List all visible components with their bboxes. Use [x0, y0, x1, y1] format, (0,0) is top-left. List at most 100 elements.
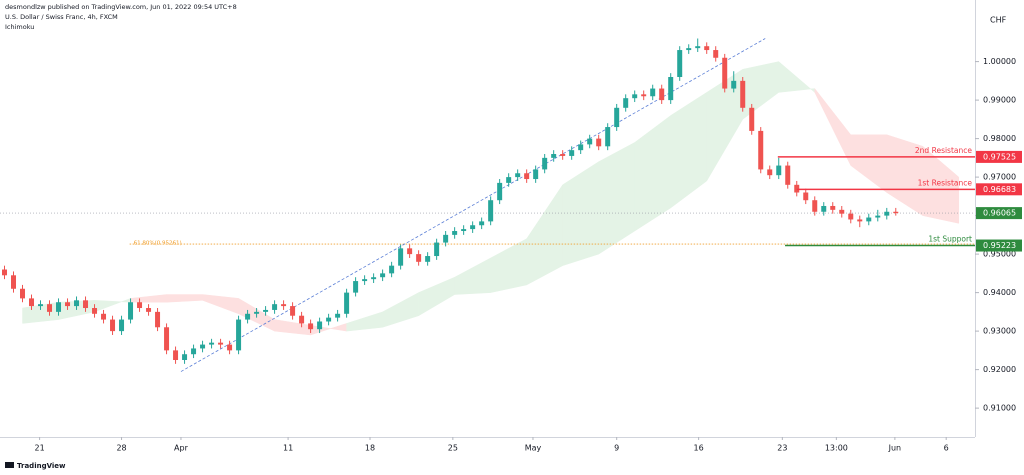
candle-body: [605, 127, 611, 147]
x-tick-label: 25: [448, 444, 458, 453]
candle-body: [452, 231, 458, 235]
candle-body: [686, 48, 692, 51]
candle-body: [893, 211, 899, 214]
candle-body: [236, 319, 242, 351]
publisher: desmondlzw published on TradingView.com,…: [5, 3, 237, 11]
candle-body: [2, 269, 8, 276]
candle-body: [677, 50, 683, 78]
level-label: 1st Resistance: [918, 178, 973, 187]
candle-body: [200, 344, 206, 349]
trendline: [180, 38, 766, 372]
candle-body: [443, 234, 449, 243]
y-axis-label: CHF: [990, 16, 1007, 25]
candle-body: [182, 354, 188, 360]
y-tick-label: 0.91000: [983, 404, 1016, 413]
candle-body: [461, 229, 467, 232]
candle-body: [281, 304, 287, 307]
candle-body: [308, 323, 314, 330]
candle-body: [398, 248, 404, 266]
y-tick-label: 0.92000: [983, 365, 1016, 374]
candle-body: [218, 342, 224, 345]
candle-body: [740, 80, 746, 108]
level-label: 2nd Resistance: [915, 146, 972, 155]
candle-body: [767, 169, 773, 176]
symbol: U.S. Dollar / Swiss Franc, 4h, FXCM: [5, 13, 118, 21]
candle-body: [416, 254, 422, 262]
candle-body: [821, 205, 827, 212]
candle-body: [641, 94, 647, 97]
candle-body: [623, 98, 629, 108]
y-tick-label: 0.93000: [983, 327, 1016, 336]
candle-body: [146, 308, 152, 312]
candle-body: [785, 165, 791, 185]
candle-body: [254, 311, 260, 314]
candle-body: [479, 221, 485, 226]
candle-body: [164, 327, 170, 351]
candle-body: [434, 242, 440, 257]
x-tick-label: 18: [365, 444, 375, 453]
footer: TradingView: [17, 462, 66, 470]
candle-body: [632, 94, 638, 99]
candle-body: [560, 154, 566, 156]
candle-body: [425, 256, 431, 262]
x-tick-label: 21: [35, 444, 45, 453]
candle-body: [74, 300, 80, 307]
candle-body: [803, 192, 809, 201]
candle-body: [299, 315, 305, 324]
candle-body: [731, 80, 737, 89]
candle-body: [38, 304, 44, 307]
candle-body: [506, 177, 512, 183]
candle-body: [758, 130, 764, 170]
candle-body: [191, 348, 197, 355]
candle-body: [29, 298, 35, 307]
candle-body: [551, 154, 557, 158]
y-tick-label: 0.95000: [983, 250, 1016, 259]
candle-body: [389, 265, 395, 274]
candle-body: [92, 308, 98, 314]
indicator: Ichimoku: [5, 23, 34, 31]
candle-body: [812, 200, 818, 212]
candle-body: [659, 88, 665, 101]
candle-body: [569, 150, 575, 156]
candle-body: [587, 138, 593, 145]
candle-body: [65, 302, 71, 307]
x-tick-label: 23: [777, 444, 787, 453]
candle-body: [344, 292, 350, 314]
candle-body: [83, 300, 89, 309]
candle-body: [272, 304, 278, 310]
candle-body: [470, 225, 476, 230]
candle-body: [875, 215, 881, 218]
candle-body: [326, 317, 332, 322]
x-tick-label: 13:00: [825, 444, 848, 453]
candle-body: [101, 313, 107, 320]
candle-body: [362, 279, 368, 282]
candle-body: [371, 277, 377, 280]
candle-body: [722, 57, 728, 89]
x-tick-label: 28: [116, 444, 126, 453]
candle-body: [650, 88, 656, 97]
candle-body: [380, 273, 386, 278]
candle-body: [290, 306, 296, 316]
price-tag-label: 0.95223: [983, 241, 1016, 250]
candle-body: [668, 77, 674, 101]
candle-body: [596, 138, 602, 147]
candle-body: [839, 209, 845, 214]
level-label: 1st Support: [928, 235, 972, 244]
y-tick-label: 0.98000: [983, 134, 1016, 143]
y-tick-label: 1.00000: [983, 57, 1016, 66]
candle-body: [110, 319, 116, 332]
price-tag: [976, 239, 1022, 252]
candle-body: [713, 50, 719, 58]
x-tick-label: Apr: [174, 444, 189, 453]
candle-body: [56, 302, 62, 312]
candle-body: [47, 304, 53, 312]
candle-body: [317, 321, 323, 330]
candle-body: [749, 107, 755, 131]
candle-body: [119, 319, 125, 332]
candle-body: [533, 169, 539, 180]
candle-body: [155, 311, 161, 328]
y-tick-label: 0.94000: [983, 288, 1016, 297]
candle-body: [128, 302, 134, 320]
